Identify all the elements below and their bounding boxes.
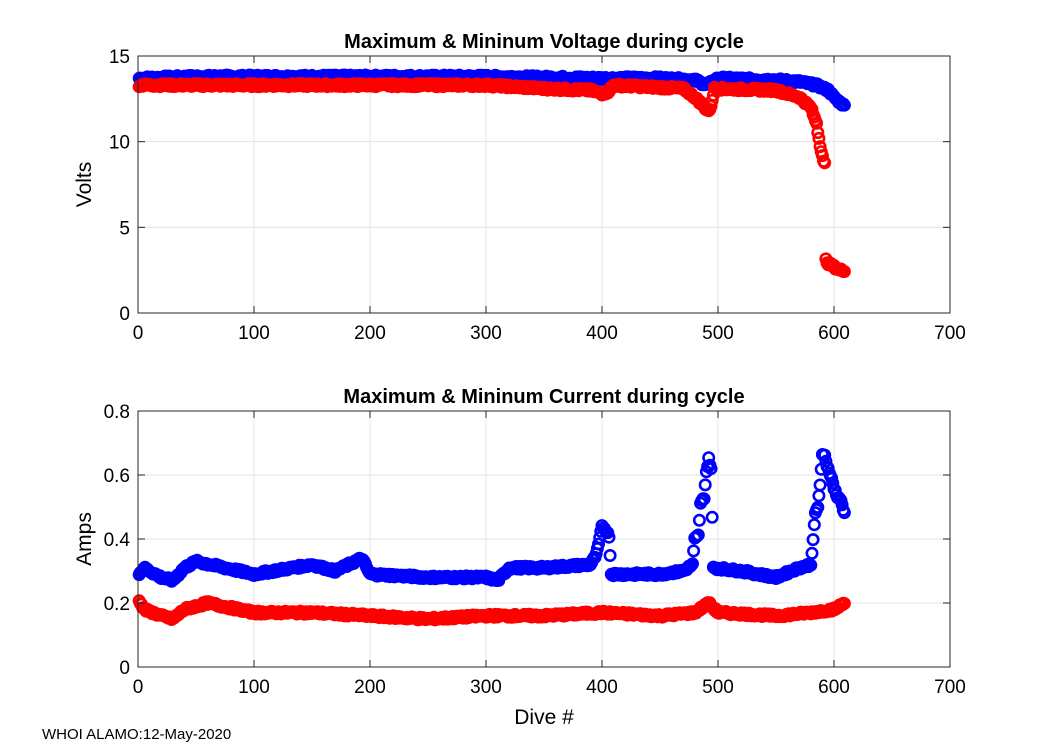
data-point xyxy=(819,454,833,468)
data-point xyxy=(687,544,701,558)
chart-1: 0 100 200 300 400 500 600 700 0 5 10 15 Maximum & Mi… xyxy=(73,31,966,344)
x-tick-label: 300 xyxy=(470,323,502,344)
y-tick-label: 0.6 xyxy=(104,466,130,487)
data-point xyxy=(837,596,851,610)
data-point xyxy=(705,93,719,107)
data-point xyxy=(804,558,818,572)
x-axis-label: Dive # xyxy=(514,706,574,729)
x-tick-label: 500 xyxy=(702,323,734,344)
data-point xyxy=(806,533,820,547)
data-point xyxy=(692,513,706,527)
data-point xyxy=(591,537,605,551)
x-tick-label: 300 xyxy=(470,677,502,698)
data-point xyxy=(818,448,832,462)
data-point xyxy=(811,126,825,140)
x-tick-label: 0 xyxy=(133,323,144,344)
data-point xyxy=(837,98,851,112)
y-tick-label: 10 xyxy=(109,133,130,154)
y-tick-label: 5 xyxy=(119,218,130,239)
y-tick-label: 0.4 xyxy=(104,530,131,551)
x-tick-label: 400 xyxy=(586,323,618,344)
axes-box xyxy=(137,55,951,314)
data-point xyxy=(813,478,827,492)
data-point xyxy=(835,498,849,512)
series-minimum xyxy=(132,77,851,278)
x-tick-label: 100 xyxy=(238,677,270,698)
x-tick-label: 700 xyxy=(934,323,966,344)
data-point xyxy=(818,156,832,170)
data-point xyxy=(704,462,718,476)
y-tick-label: 15 xyxy=(109,47,130,68)
x-tick-label: 500 xyxy=(702,677,734,698)
data-point xyxy=(705,510,719,524)
data-point xyxy=(807,518,821,532)
x-tick-label: 700 xyxy=(934,677,966,698)
data-point xyxy=(815,149,829,163)
data-point xyxy=(811,500,825,514)
x-tick-label: 200 xyxy=(354,677,386,698)
x-tick-label: 100 xyxy=(238,323,270,344)
chart-title: Maximum & Mininum Current during cycle xyxy=(343,386,744,408)
y-tick-label: 0 xyxy=(119,658,130,679)
data-point xyxy=(837,264,851,278)
data-point xyxy=(805,102,819,116)
data-point xyxy=(603,548,617,562)
chart-title: Maximum & Mininum Voltage during cycle xyxy=(344,31,744,53)
data-point xyxy=(812,131,826,145)
data-point xyxy=(826,476,840,490)
series-maximum xyxy=(132,447,851,588)
footer-label: WHOI ALAMO:12-May-2020 xyxy=(42,726,232,743)
data-point xyxy=(837,506,851,520)
x-tick-label: 600 xyxy=(818,323,850,344)
series-minimum xyxy=(132,594,851,627)
data-point xyxy=(805,546,819,560)
data-point xyxy=(691,528,705,542)
x-tick-label: 600 xyxy=(818,677,850,698)
x-tick-label: 400 xyxy=(586,677,618,698)
plot-area xyxy=(138,56,950,313)
data-point xyxy=(697,492,711,506)
chart-2: 0 100 200 300 400 500 600 700 0 0.2 0.4 0.6 0.8 Maxim… xyxy=(73,386,966,729)
y-tick-label: 0.8 xyxy=(104,402,130,423)
data-point xyxy=(602,530,616,544)
data-point xyxy=(698,478,712,492)
data-point xyxy=(685,557,699,571)
y-tick-label: 0 xyxy=(119,304,130,325)
y-tick-label: 0.2 xyxy=(104,594,130,615)
y-axis-label: Amps xyxy=(73,512,96,566)
y-axis-label: Volts xyxy=(73,162,96,208)
x-tick-label: 0 xyxy=(133,677,144,698)
x-tick-label: 200 xyxy=(354,323,386,344)
